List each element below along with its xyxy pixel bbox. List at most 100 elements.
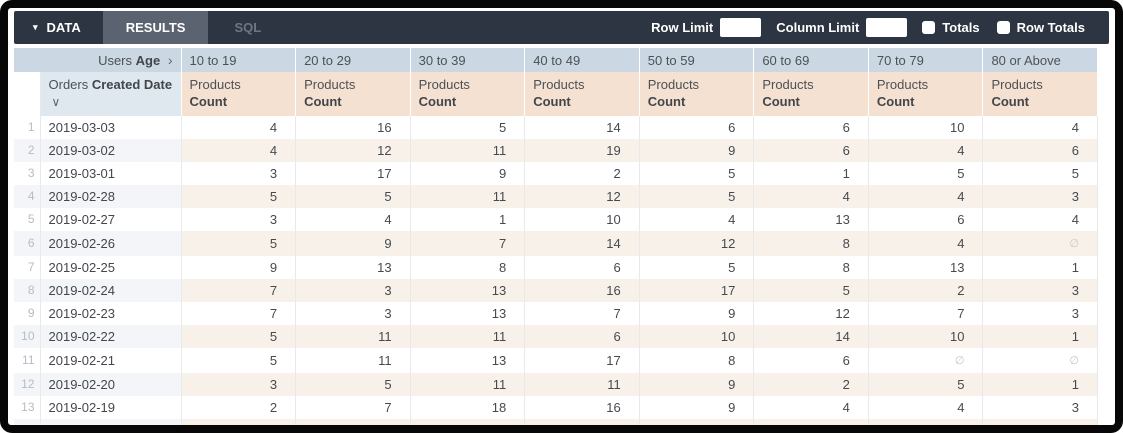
- row-totals-checkbox[interactable]: [996, 21, 1010, 34]
- value-cell[interactable]: 7: [295, 396, 411, 419]
- totals-toggle[interactable]: Totals: [922, 20, 980, 35]
- value-cell[interactable]: 3: [295, 302, 411, 325]
- tab-results[interactable]: RESULTS: [102, 11, 209, 44]
- value-cell[interactable]: 8: [410, 256, 526, 279]
- value-cell[interactable]: 4: [639, 208, 755, 231]
- value-cell[interactable]: 11: [410, 325, 526, 348]
- value-cell[interactable]: 8: [410, 419, 526, 425]
- value-cell[interactable]: 3: [982, 279, 1098, 302]
- value-cell[interactable]: 5: [639, 162, 755, 185]
- value-cell[interactable]: 5: [639, 185, 755, 208]
- value-cell[interactable]: 16: [295, 116, 411, 139]
- value-cell[interactable]: 7: [868, 302, 984, 325]
- date-cell[interactable]: 2019-02-19: [40, 396, 182, 419]
- measure-header[interactable]: Products Count: [524, 72, 640, 116]
- value-cell[interactable]: 13: [753, 419, 869, 425]
- value-cell[interactable]: 4: [982, 116, 1098, 139]
- value-cell[interactable]: 6: [639, 116, 755, 139]
- value-cell[interactable]: 17: [295, 162, 411, 185]
- date-cell[interactable]: 2019-02-27: [40, 208, 182, 231]
- value-cell[interactable]: 5: [639, 256, 755, 279]
- date-cell[interactable]: 2019-02-22: [40, 325, 182, 348]
- value-cell[interactable]: 7: [524, 302, 640, 325]
- value-cell[interactable]: 3: [181, 162, 297, 185]
- value-cell[interactable]: ∅: [982, 348, 1098, 373]
- value-cell[interactable]: 6: [753, 116, 869, 139]
- value-cell[interactable]: 4: [868, 139, 984, 162]
- value-cell[interactable]: 6: [524, 325, 640, 348]
- value-cell[interactable]: 12: [639, 231, 755, 256]
- pivot-field-header[interactable]: Users Age ›: [14, 48, 182, 72]
- date-cell[interactable]: 2019-02-25: [40, 256, 182, 279]
- measure-header[interactable]: Products Count: [982, 72, 1098, 116]
- value-cell[interactable]: 3: [982, 396, 1098, 419]
- value-cell[interactable]: 4: [868, 185, 984, 208]
- value-cell[interactable]: 12: [524, 185, 640, 208]
- value-cell[interactable]: 2: [524, 162, 640, 185]
- value-cell[interactable]: 5: [181, 185, 297, 208]
- pivot-column-header[interactable]: 50 to 59: [639, 48, 755, 72]
- tab-data[interactable]: ▾ DATA: [14, 11, 103, 44]
- value-cell[interactable]: 9: [639, 302, 755, 325]
- value-cell[interactable]: 6: [868, 208, 984, 231]
- value-cell[interactable]: 8: [753, 231, 869, 256]
- value-cell[interactable]: 4: [753, 396, 869, 419]
- date-cell[interactable]: 2019-03-03: [40, 116, 182, 139]
- pivot-column-header[interactable]: 30 to 39: [410, 48, 526, 72]
- pivot-column-header[interactable]: 80 or Above: [982, 48, 1098, 72]
- date-cell[interactable]: 2019-02-21: [40, 348, 182, 373]
- value-cell[interactable]: 12: [295, 419, 411, 425]
- measure-header[interactable]: Products Count: [295, 72, 411, 116]
- value-cell[interactable]: 11: [295, 348, 411, 373]
- value-cell[interactable]: 6: [753, 139, 869, 162]
- value-cell[interactable]: 4: [181, 139, 297, 162]
- value-cell[interactable]: 14: [524, 231, 640, 256]
- value-cell[interactable]: 5: [181, 325, 297, 348]
- value-cell[interactable]: 4: [181, 116, 297, 139]
- value-cell[interactable]: 12: [295, 139, 411, 162]
- value-cell[interactable]: 11: [410, 139, 526, 162]
- date-cell[interactable]: 2019-02-28: [40, 185, 182, 208]
- value-cell[interactable]: 8: [524, 419, 640, 425]
- value-cell[interactable]: 1: [982, 325, 1098, 348]
- value-cell[interactable]: 16: [524, 396, 640, 419]
- date-cell[interactable]: 2019-02-18: [40, 419, 182, 425]
- value-cell[interactable]: 1: [410, 208, 526, 231]
- value-cell[interactable]: 5: [181, 348, 297, 373]
- value-cell[interactable]: 3: [982, 302, 1098, 325]
- value-cell[interactable]: 4: [868, 231, 984, 256]
- row-limit-input[interactable]: [720, 18, 762, 37]
- value-cell[interactable]: 16: [524, 279, 640, 302]
- value-cell[interactable]: 10: [524, 208, 640, 231]
- date-cell[interactable]: 2019-03-02: [40, 139, 182, 162]
- value-cell[interactable]: 9: [639, 139, 755, 162]
- value-cell[interactable]: 8: [753, 256, 869, 279]
- date-cell[interactable]: 2019-02-26: [40, 231, 182, 256]
- value-cell[interactable]: 5: [181, 231, 297, 256]
- value-cell[interactable]: 13: [868, 256, 984, 279]
- measure-header[interactable]: Products Count: [181, 72, 297, 116]
- value-cell[interactable]: 5: [410, 116, 526, 139]
- value-cell[interactable]: 7: [181, 302, 297, 325]
- value-cell[interactable]: 13: [410, 348, 526, 373]
- value-cell[interactable]: 2: [181, 396, 297, 419]
- value-cell[interactable]: 10: [868, 116, 984, 139]
- value-cell[interactable]: 13: [295, 256, 411, 279]
- value-cell[interactable]: 3: [868, 419, 984, 425]
- value-cell[interactable]: 1: [753, 162, 869, 185]
- value-cell[interactable]: 5: [295, 373, 411, 396]
- date-cell[interactable]: 2019-02-23: [40, 302, 182, 325]
- value-cell[interactable]: ∅: [982, 231, 1098, 256]
- value-cell[interactable]: 7: [181, 279, 297, 302]
- value-cell[interactable]: 12: [753, 302, 869, 325]
- date-cell[interactable]: 2019-03-01: [40, 162, 182, 185]
- value-cell[interactable]: 3: [181, 208, 297, 231]
- value-cell[interactable]: 17: [639, 279, 755, 302]
- value-cell[interactable]: 15: [639, 419, 755, 425]
- value-cell[interactable]: 19: [524, 139, 640, 162]
- value-cell[interactable]: 3: [181, 373, 297, 396]
- value-cell[interactable]: 4: [868, 396, 984, 419]
- value-cell[interactable]: 11: [524, 373, 640, 396]
- value-cell[interactable]: 4: [982, 208, 1098, 231]
- value-cell[interactable]: 9: [410, 162, 526, 185]
